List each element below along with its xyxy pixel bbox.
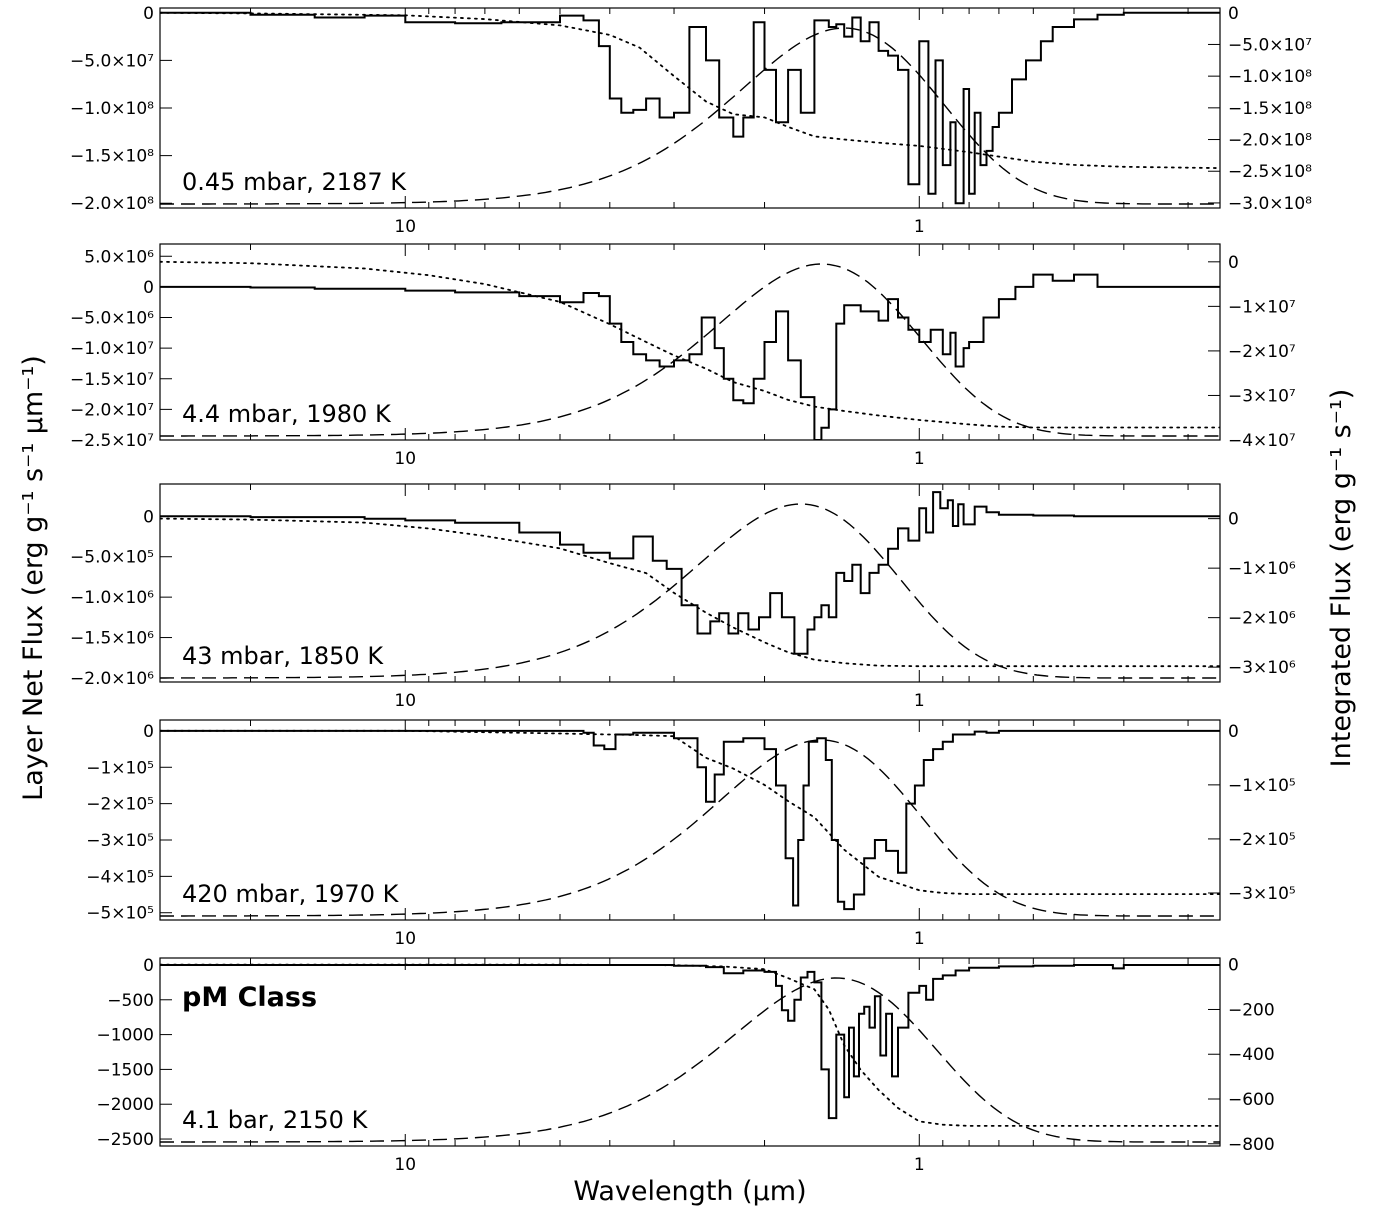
x-tick-label: 10 (394, 929, 416, 949)
plot-frame (159, 483, 1221, 683)
panel-2: 10 1 5.0×10⁶ 0 −5.0×10⁶ −1.0×10⁷ −1.5×10⁷ −2.0×… (70, 243, 1296, 469)
net-flux-series (160, 273, 1220, 440)
y-tick-label-right: −2.5×10⁸ (1228, 162, 1312, 182)
y-tick-label-left: −1.0×10⁶ (70, 588, 154, 608)
y-tick-label-right: 0 (1228, 722, 1239, 742)
net-flux-series (160, 491, 1220, 655)
y-tick-label-right: 0 (1228, 956, 1239, 976)
y-tick-label-right: 0 (1228, 4, 1239, 24)
plot-frame (159, 957, 1221, 1147)
x-tick-label: 10 (394, 691, 416, 711)
y-tick-label-right: −1×10⁵ (1228, 776, 1296, 796)
x-tick-label: 10 (394, 449, 416, 469)
planck-curve (160, 503, 1220, 679)
panel-label: 420 mbar, 1970 K (182, 880, 400, 908)
planck-curve (160, 977, 1220, 1143)
x-axis-title: Wavelength (μm) (573, 1176, 806, 1207)
y-tick-label-right: −3×10⁶ (1228, 658, 1296, 678)
y-tick-label-right: −200 (1228, 1000, 1275, 1020)
y-tick-label-right: −2×10⁷ (1228, 342, 1296, 362)
panel-4: 10 10−1×10⁵−2×10⁵−3×10⁵−4×10⁵−5×10⁵0−1×10… (86, 719, 1296, 949)
y-tick-label-left: −2.0×10⁸ (70, 194, 154, 214)
planck-curve (160, 27, 1220, 205)
panel-label: 43 mbar, 1850 K (182, 642, 384, 670)
y-tick-label-left: −5×10⁵ (86, 904, 154, 924)
integrated-flux-series (160, 963, 1220, 1127)
net-flux-series (160, 11, 1220, 205)
y-tick-label-left: −1×10⁵ (86, 758, 154, 778)
y-tick-label-left: 5.0×10⁶ (84, 247, 154, 267)
x-tick-label: 1 (914, 217, 925, 237)
panel-label: 4.1 bar, 2150 K (182, 1106, 369, 1134)
x-tick-label: 1 (914, 691, 925, 711)
y-tick-label-left: −4×10⁵ (86, 867, 154, 887)
y-axis-title-right: Integrated Flux (erg g⁻¹ s⁻¹) (1326, 389, 1357, 768)
y-tick-label-right: −800 (1228, 1135, 1275, 1155)
y-tick-label-left: −1.5×10⁶ (70, 629, 154, 649)
y-axis-title-left: Layer Net Flux (erg g⁻¹ s⁻¹ μm⁻¹) (18, 355, 49, 801)
y-tick-label-left: −2.0×10⁶ (70, 669, 154, 689)
y-tick-label-left: 0 (143, 722, 154, 742)
panel-3: 10 10−5.0×10⁵−1.0×10⁶−1.5×10⁶−2.0×10⁶0−1×… (70, 483, 1296, 711)
y-tick-label-left: −1.0×10⁷ (70, 339, 154, 359)
y-tick-label-left: 0 (143, 278, 154, 298)
y-tick-label-left: −1.5×10⁸ (70, 147, 154, 167)
panel-1: 10 10−5.0×10⁷−1.0×10⁸−1.5×10⁸−2.0×10⁸0−5.… (70, 4, 1312, 237)
y-tick-label-right: −600 (1228, 1090, 1275, 1110)
y-tick-label-right: −2×10⁶ (1228, 609, 1296, 629)
net-flux-series (160, 964, 1220, 1120)
y-tick-label-left: −3×10⁵ (86, 831, 154, 851)
y-tick-label-left: 0 (143, 956, 154, 976)
y-tick-label-left: −2×10⁵ (86, 795, 154, 815)
y-tick-label-right: −5.0×10⁷ (1228, 35, 1312, 55)
x-tick-label: 10 (394, 217, 416, 237)
y-tick-label-right: −2×10⁵ (1228, 830, 1296, 850)
panel-label: 4.4 mbar, 1980 K (182, 400, 392, 428)
panel-5: 10 10−500−1000−1500−2000−25000−200−400−60… (96, 956, 1274, 1175)
planck-curve (160, 263, 1220, 437)
y-tick-label-left: 0 (143, 4, 154, 24)
y-tick-label-right: 0 (1228, 510, 1239, 530)
planck-curve (160, 739, 1220, 917)
y-tick-label-left: −5.0×10⁷ (70, 51, 154, 71)
y-tick-label-left: −2000 (96, 1095, 154, 1115)
y-tick-label-right: −1.5×10⁸ (1228, 99, 1312, 119)
y-tick-label-right: −1×10⁷ (1228, 297, 1296, 317)
panel-label: 0.45 mbar, 2187 K (182, 168, 407, 196)
y-tick-label-left: −5.0×10⁵ (70, 548, 154, 568)
integrated-flux-series (160, 729, 1220, 895)
y-tick-label-right: −3.0×10⁸ (1228, 194, 1312, 214)
y-tick-label-left: 0 (143, 507, 154, 527)
x-tick-label: 1 (914, 929, 925, 949)
net-flux-series (160, 729, 1220, 911)
y-tick-label-left: −1000 (96, 1026, 154, 1046)
y-tick-label-right: −3×10⁵ (1228, 884, 1296, 904)
y-tick-label-right: −400 (1228, 1045, 1275, 1065)
y-tick-label-left: −5.0×10⁶ (70, 309, 154, 329)
y-tick-label-left: −1.0×10⁸ (70, 99, 154, 119)
x-tick-label: 1 (914, 1155, 925, 1175)
y-tick-label-left: −2500 (96, 1130, 154, 1150)
x-tick-label: 1 (914, 449, 925, 469)
x-tick-label: 10 (394, 1155, 416, 1175)
y-tick-label-right: −1.0×10⁸ (1228, 67, 1312, 87)
y-tick-label-left: −2.0×10⁷ (70, 400, 154, 420)
integrated-flux-series (160, 11, 1220, 169)
y-tick-label-left: −1.5×10⁷ (70, 370, 154, 390)
class-label: pM Class (182, 982, 317, 1013)
plot-frame (159, 243, 1221, 441)
y-tick-label-right: −2.0×10⁸ (1228, 131, 1312, 151)
y-tick-label-left: −500 (107, 991, 154, 1011)
y-tick-label-right: −4×10⁷ (1228, 431, 1296, 451)
y-tick-label-right: −3×10⁷ (1228, 386, 1296, 406)
y-tick-label-right: 0 (1228, 253, 1239, 273)
plot-frame (159, 719, 1221, 921)
y-tick-label-right: −1×10⁶ (1228, 559, 1296, 579)
y-tick-label-left: −2.5×10⁷ (70, 431, 154, 451)
y-tick-label-left: −1500 (96, 1060, 154, 1080)
